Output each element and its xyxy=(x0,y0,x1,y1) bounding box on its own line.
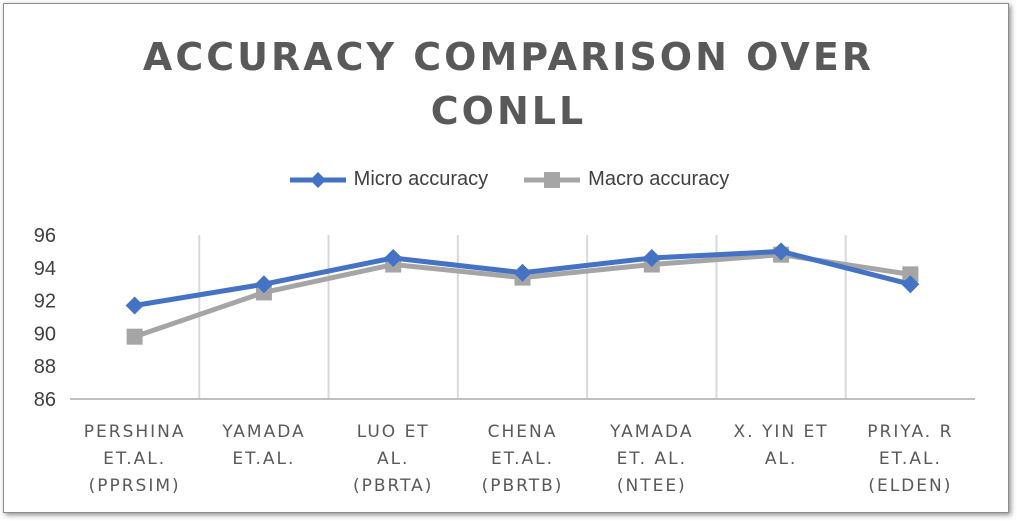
x-category-label: ET.AL. xyxy=(491,449,554,469)
x-category-label: ET.AL. xyxy=(879,449,942,469)
chart-frame xyxy=(3,3,1009,513)
x-category-label: PRIYA. R xyxy=(867,422,953,442)
x-category-label: (PBRTB) xyxy=(482,476,564,496)
x-category-label: LUO ET xyxy=(357,422,430,442)
y-tick-label: 96 xyxy=(34,225,56,247)
x-category-label: PERSHINA xyxy=(84,422,186,442)
legend-item-macro: Macro accuracy xyxy=(522,168,729,191)
x-category-label: X. YIN ET xyxy=(734,422,829,442)
x-category-label: ET. AL. xyxy=(617,449,687,469)
data-point-macro xyxy=(902,266,919,283)
legend-marker-macro xyxy=(524,171,581,188)
data-point-micro xyxy=(772,242,791,261)
chart-title-line-1: ACCURACY COMPARISON OVER xyxy=(142,35,875,79)
y-tick-label: 86 xyxy=(34,389,56,411)
x-category-label: ET.AL. xyxy=(232,449,295,469)
x-category-label: YAMADA xyxy=(609,422,693,442)
x-category-label: CHENA xyxy=(488,422,558,442)
x-category-label: (ELDEN) xyxy=(868,476,952,496)
data-point-micro xyxy=(125,296,144,315)
x-category-label: AL. xyxy=(765,449,798,469)
chart-title: ACCURACY COMPARISON OVER CONLL xyxy=(0,30,1017,138)
x-category-label: (NTEE) xyxy=(617,476,687,496)
x-category-label: (PPRSIM) xyxy=(89,476,181,496)
data-point-micro xyxy=(901,275,920,294)
data-point-micro xyxy=(642,248,661,267)
y-tick-label: 92 xyxy=(34,291,56,313)
y-tick-label: 88 xyxy=(34,356,56,378)
chart-title-line-2: CONLL xyxy=(430,89,587,133)
x-category-label: (PBRTA) xyxy=(353,476,433,496)
data-point-micro xyxy=(513,263,532,282)
data-point-macro xyxy=(126,328,143,345)
legend-label-micro: Micro accuracy xyxy=(353,168,489,190)
data-point-micro xyxy=(384,248,403,267)
legend-marker-micro xyxy=(289,171,346,188)
y-tick-label: 90 xyxy=(34,323,56,345)
x-category-label: YAMADA xyxy=(221,422,305,442)
y-tick-label: 94 xyxy=(34,258,56,280)
chart-legend: Micro accuracy Macro accuracy xyxy=(0,168,1017,191)
legend-item-micro: Micro accuracy xyxy=(288,168,488,191)
data-point-micro xyxy=(254,275,273,294)
x-category-label: ET.AL. xyxy=(103,449,166,469)
x-category-label: AL. xyxy=(377,449,410,469)
legend-label-macro: Macro accuracy xyxy=(588,168,730,190)
